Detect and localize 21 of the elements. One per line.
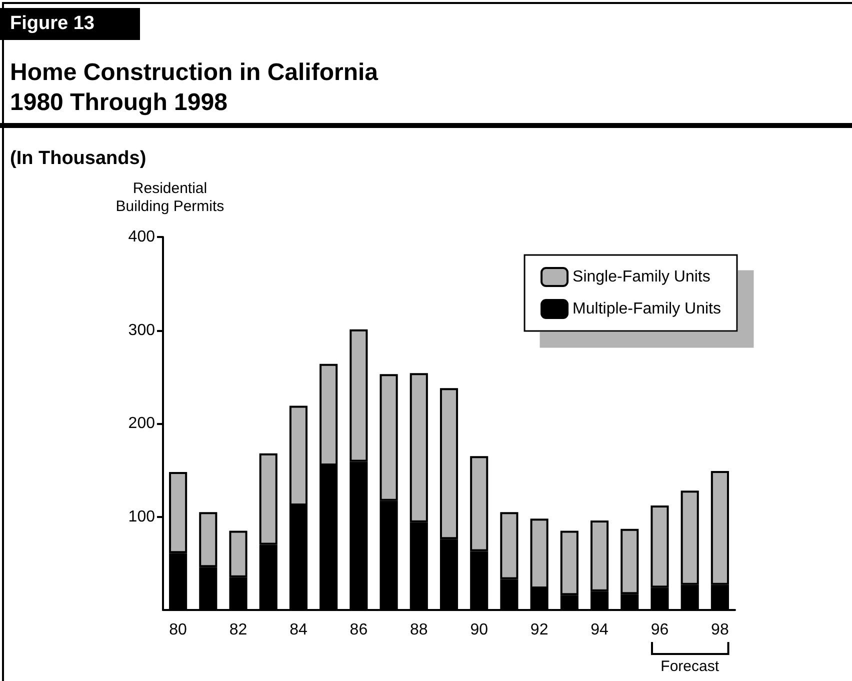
- x-tick-label: 94: [590, 622, 609, 638]
- x-tick-label: 98: [711, 622, 729, 638]
- legend-label: Single-Family Units: [572, 268, 710, 286]
- x-tick-label: 80: [169, 622, 188, 638]
- text: (In Thousands): [10, 148, 146, 170]
- caption: Figure 13: [0, 8, 140, 40]
- x-tick-label: 84: [290, 622, 308, 638]
- x-tick-label: 96: [650, 622, 669, 638]
- legend-label: Multiple-Family Units: [572, 300, 721, 318]
- x-tick-label: 88: [410, 622, 428, 638]
- y-tick-label: 200: [128, 415, 156, 432]
- y-tick-label: 400: [128, 228, 156, 246]
- y-axis-title: Residential Building Permits: [114, 180, 226, 216]
- x-tick-label: 82: [229, 622, 248, 638]
- x-tick-label: 92: [530, 622, 548, 638]
- x-tick-label: 86: [350, 622, 368, 638]
- x-tick-label: 90: [470, 622, 488, 638]
- text: Forecast: [660, 658, 720, 675]
- chart-title: Home Construction in California 1980 Through 1998: [10, 58, 378, 118]
- y-tick-label: 300: [128, 322, 156, 339]
- y-tick-label: 100: [128, 508, 156, 526]
